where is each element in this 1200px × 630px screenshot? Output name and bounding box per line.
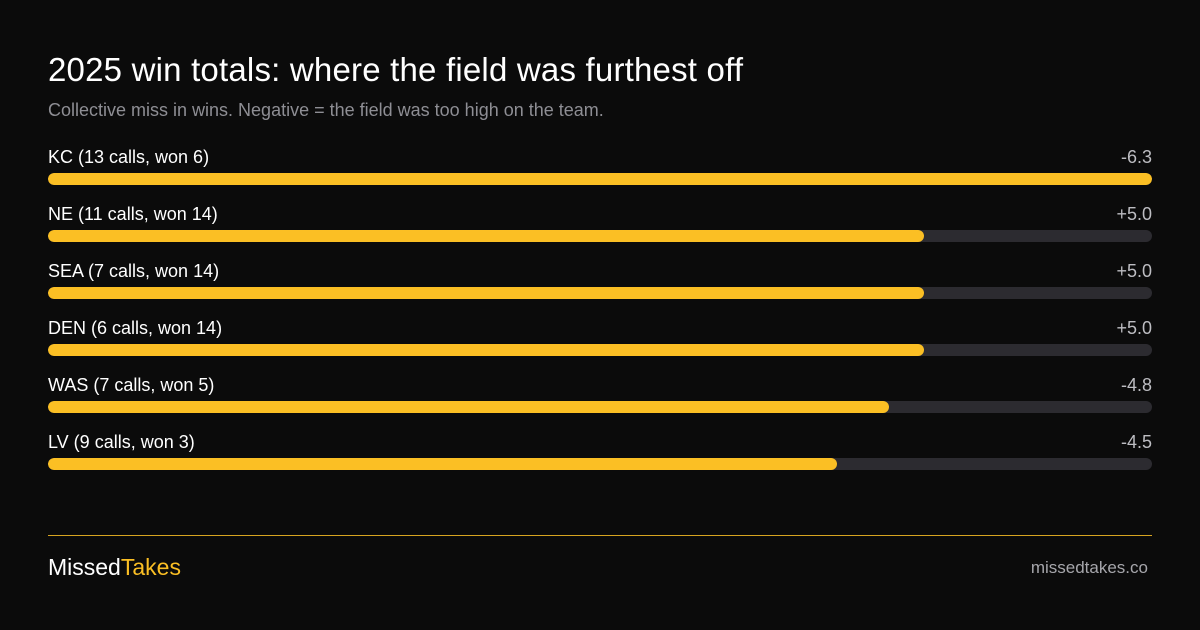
bar-track bbox=[48, 287, 1152, 299]
bar-track bbox=[48, 344, 1152, 356]
bar bbox=[48, 173, 1152, 185]
brand-logo: MissedTakes bbox=[48, 553, 181, 581]
bar-label: SEA (7 calls, won 14) bbox=[48, 261, 220, 281]
bar-track bbox=[48, 173, 1152, 185]
bar-row: KC (13 calls, won 6) -6.3 bbox=[48, 144, 1152, 201]
bar-label: KC (13 calls, won 6) bbox=[48, 147, 210, 167]
bar-value-label: +5.0 bbox=[1116, 204, 1152, 224]
chart-title: 2025 win totals: where the field was fur… bbox=[48, 51, 744, 88]
bar-value-label: -4.5 bbox=[1120, 432, 1152, 452]
bar-value-label: -4.8 bbox=[1120, 375, 1152, 395]
chart-subtitle: Collective miss in wins. Negative = the … bbox=[48, 100, 604, 120]
bar bbox=[48, 344, 924, 356]
bar-chart: KC (13 calls, won 6) -6.3 NE (11 calls, wo… bbox=[48, 144, 1152, 486]
bar-track bbox=[48, 458, 1152, 470]
bar-label: NE (11 calls, won 14) bbox=[48, 204, 218, 224]
bar-row: SEA (7 calls, won 14) +5.0 bbox=[48, 258, 1152, 315]
bar bbox=[48, 287, 924, 299]
bar-row: LV (9 calls, won 3) -4.5 bbox=[48, 429, 1152, 486]
bar-row: NE (11 calls, won 14) +5.0 bbox=[48, 201, 1152, 258]
bar-track bbox=[48, 230, 1152, 242]
bar-value-label: +5.0 bbox=[1116, 318, 1152, 338]
bar-label: DEN (6 calls, won 14) bbox=[48, 318, 223, 338]
bar-value-label: +5.0 bbox=[1116, 261, 1152, 281]
bar-track bbox=[48, 401, 1152, 413]
bar-row: WAS (7 calls, won 5) -4.8 bbox=[48, 372, 1152, 429]
bar bbox=[48, 458, 837, 470]
bar bbox=[48, 401, 889, 413]
bar-value-label: -6.3 bbox=[1120, 147, 1152, 167]
bar bbox=[48, 230, 924, 242]
brand-name-part2: Takes bbox=[120, 554, 181, 580]
footer-divider bbox=[48, 535, 1152, 536]
bar-row: DEN (6 calls, won 14) +5.0 bbox=[48, 315, 1152, 372]
brand-name-part1: Missed bbox=[48, 554, 121, 580]
site-url: missedtakes.co bbox=[1030, 558, 1148, 577]
bar-label: WAS (7 calls, won 5) bbox=[48, 375, 215, 395]
bar-label: LV (9 calls, won 3) bbox=[48, 432, 195, 452]
